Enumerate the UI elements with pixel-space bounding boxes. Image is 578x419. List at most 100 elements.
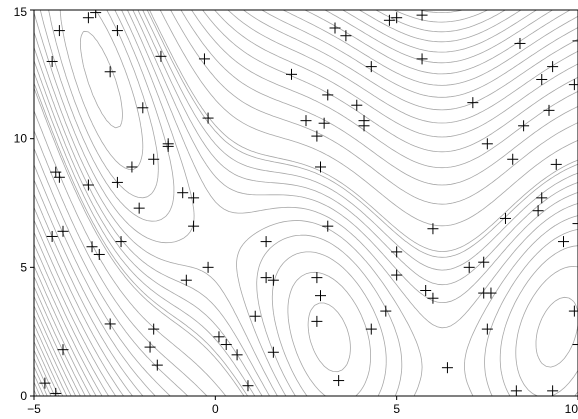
data-point bbox=[202, 112, 214, 124]
data-point bbox=[53, 25, 65, 37]
data-point bbox=[242, 380, 254, 392]
data-point bbox=[333, 375, 345, 387]
contour-line bbox=[34, 10, 578, 396]
data-point bbox=[315, 161, 327, 173]
contour-line bbox=[34, 349, 56, 396]
contour-line bbox=[34, 324, 68, 396]
data-point bbox=[481, 138, 493, 150]
data-point bbox=[148, 153, 160, 165]
data-point bbox=[543, 104, 555, 116]
data-point bbox=[547, 61, 559, 73]
contour-line bbox=[80, 30, 578, 373]
data-point bbox=[180, 274, 192, 286]
data-point bbox=[427, 292, 439, 304]
contour-line bbox=[34, 10, 537, 396]
contour-line bbox=[34, 10, 578, 396]
data-point bbox=[260, 236, 272, 248]
data-point bbox=[260, 272, 272, 284]
data-point bbox=[57, 344, 69, 356]
data-point bbox=[463, 261, 475, 273]
data-point bbox=[202, 261, 214, 273]
data-point bbox=[507, 153, 519, 165]
data-point bbox=[322, 89, 334, 101]
data-point bbox=[315, 290, 327, 302]
data-point bbox=[300, 115, 312, 127]
data-point bbox=[391, 12, 403, 24]
data-point bbox=[115, 236, 127, 248]
data-point bbox=[46, 55, 58, 67]
data-point bbox=[467, 97, 479, 109]
data-point bbox=[177, 187, 189, 199]
contour-line bbox=[34, 358, 52, 396]
contour-line bbox=[34, 332, 64, 396]
contour-line bbox=[34, 10, 578, 396]
data-point bbox=[391, 269, 403, 281]
data-point bbox=[93, 248, 105, 260]
contour-line bbox=[34, 10, 553, 396]
data-point bbox=[285, 68, 297, 80]
data-point bbox=[90, 10, 102, 19]
contour-line bbox=[34, 366, 48, 396]
data-point bbox=[318, 117, 330, 129]
data-point bbox=[162, 138, 174, 150]
data-point bbox=[358, 120, 370, 132]
data-point bbox=[557, 236, 569, 248]
data-point bbox=[133, 202, 145, 214]
data-point bbox=[383, 14, 395, 26]
data-point bbox=[267, 274, 279, 286]
data-point bbox=[547, 385, 559, 396]
contour-line bbox=[34, 10, 578, 396]
data-point bbox=[104, 318, 116, 330]
data-point bbox=[311, 315, 323, 327]
data-point bbox=[568, 305, 578, 317]
contour-line bbox=[34, 10, 578, 396]
data-point bbox=[46, 230, 58, 242]
contour-line bbox=[34, 10, 506, 396]
contour-line bbox=[34, 10, 571, 396]
data-point bbox=[231, 349, 243, 361]
data-point bbox=[391, 246, 403, 258]
plot-frame bbox=[33, 9, 578, 397]
contour-line bbox=[34, 10, 578, 396]
data-point bbox=[351, 99, 363, 111]
data-point bbox=[572, 339, 578, 351]
data-point bbox=[311, 272, 323, 284]
x-tick-label: −5 bbox=[27, 402, 41, 416]
data-point bbox=[427, 223, 439, 235]
data-point bbox=[532, 205, 544, 217]
data-point bbox=[82, 179, 94, 191]
data-point bbox=[340, 30, 352, 42]
contour-line bbox=[34, 382, 41, 396]
contour-line bbox=[34, 10, 578, 396]
data-point bbox=[188, 220, 200, 232]
y-tick-label: 5 bbox=[20, 260, 27, 274]
data-point bbox=[536, 192, 548, 204]
contour-line bbox=[34, 10, 578, 396]
data-point bbox=[441, 362, 453, 374]
data-point bbox=[485, 287, 497, 299]
data-point bbox=[213, 331, 225, 343]
data-point bbox=[53, 171, 65, 183]
data-point bbox=[481, 323, 493, 335]
data-point bbox=[198, 53, 210, 65]
data-point bbox=[86, 241, 98, 253]
data-point bbox=[82, 12, 94, 24]
data-point bbox=[365, 61, 377, 73]
y-tick-label: 15 bbox=[14, 5, 28, 19]
data-point bbox=[188, 192, 200, 204]
data-point bbox=[249, 310, 261, 322]
contour-line bbox=[39, 10, 578, 396]
y-tick-label: 10 bbox=[14, 132, 28, 146]
data-point bbox=[329, 22, 341, 34]
data-point bbox=[155, 50, 167, 62]
data-point bbox=[137, 102, 149, 114]
data-point bbox=[572, 35, 578, 47]
contour-line bbox=[34, 341, 60, 396]
x-tick-label: 5 bbox=[393, 402, 400, 416]
data-point bbox=[311, 130, 323, 142]
data-point bbox=[126, 161, 138, 173]
data-point bbox=[151, 359, 163, 371]
data-point bbox=[510, 385, 522, 396]
data-point bbox=[39, 377, 51, 389]
contour-line bbox=[34, 10, 578, 396]
